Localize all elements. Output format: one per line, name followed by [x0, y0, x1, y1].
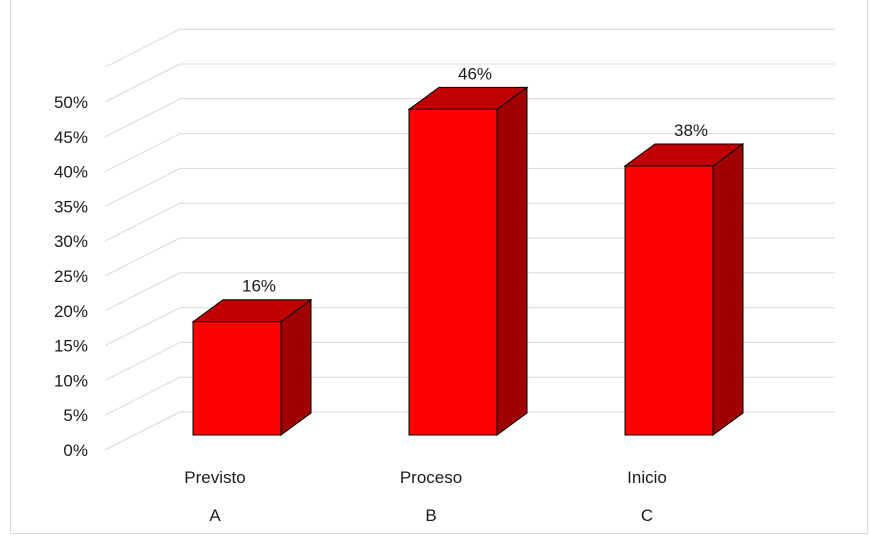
category-label: Proceso	[400, 468, 462, 487]
y-tick-label: 20%	[54, 302, 88, 321]
y-tick-label: 15%	[54, 337, 88, 356]
y-tick-label: 10%	[54, 371, 88, 390]
gridline-side	[104, 167, 181, 207]
y-tick-label: 40%	[54, 163, 88, 182]
bar-front	[192, 321, 282, 436]
gridline-side	[104, 237, 181, 277]
data-label: 16%	[242, 277, 276, 296]
bar-side	[280, 298, 312, 436]
category-letter: C	[641, 506, 653, 525]
gridline-side	[104, 341, 181, 381]
bars	[191, 86, 745, 436]
category-label: Previsto	[184, 468, 245, 487]
bar	[191, 298, 313, 436]
category-letter: A	[209, 506, 221, 525]
data-label: 46%	[458, 64, 492, 83]
bar	[407, 86, 529, 436]
y-tick-label: 35%	[54, 197, 88, 216]
category-letter: B	[425, 506, 436, 525]
bar-side	[496, 86, 528, 436]
gridline-side	[104, 376, 181, 416]
gridline-side	[104, 98, 181, 138]
y-tick-label: 45%	[54, 128, 88, 147]
gridline-side	[104, 202, 181, 242]
y-tick-label: 5%	[63, 406, 88, 425]
bar-front	[624, 165, 714, 436]
bar-front	[408, 108, 498, 436]
data-labels: 16% 46% 38%	[242, 64, 708, 295]
gridline-side	[104, 63, 181, 103]
x-axis-categories: Previsto A Proceso B Inicio C	[184, 468, 667, 525]
category-label: Inicio	[627, 468, 667, 487]
bar-side	[712, 142, 744, 436]
data-label: 38%	[674, 121, 708, 140]
y-tick-label: 0%	[63, 441, 88, 460]
gridline-side	[104, 272, 181, 312]
y-tick-label: 50%	[54, 93, 88, 112]
bar	[623, 142, 745, 436]
y-axis-ticks: 0% 5% 10% 15% 20% 25% 30% 35% 40% 45% 50%	[54, 93, 88, 460]
gridline-side	[104, 307, 181, 347]
gridline-side	[104, 411, 181, 451]
y-tick-label: 30%	[54, 232, 88, 251]
gridline-side	[104, 133, 181, 173]
y-tick-label: 25%	[54, 267, 88, 286]
gridline-side	[104, 28, 181, 68]
